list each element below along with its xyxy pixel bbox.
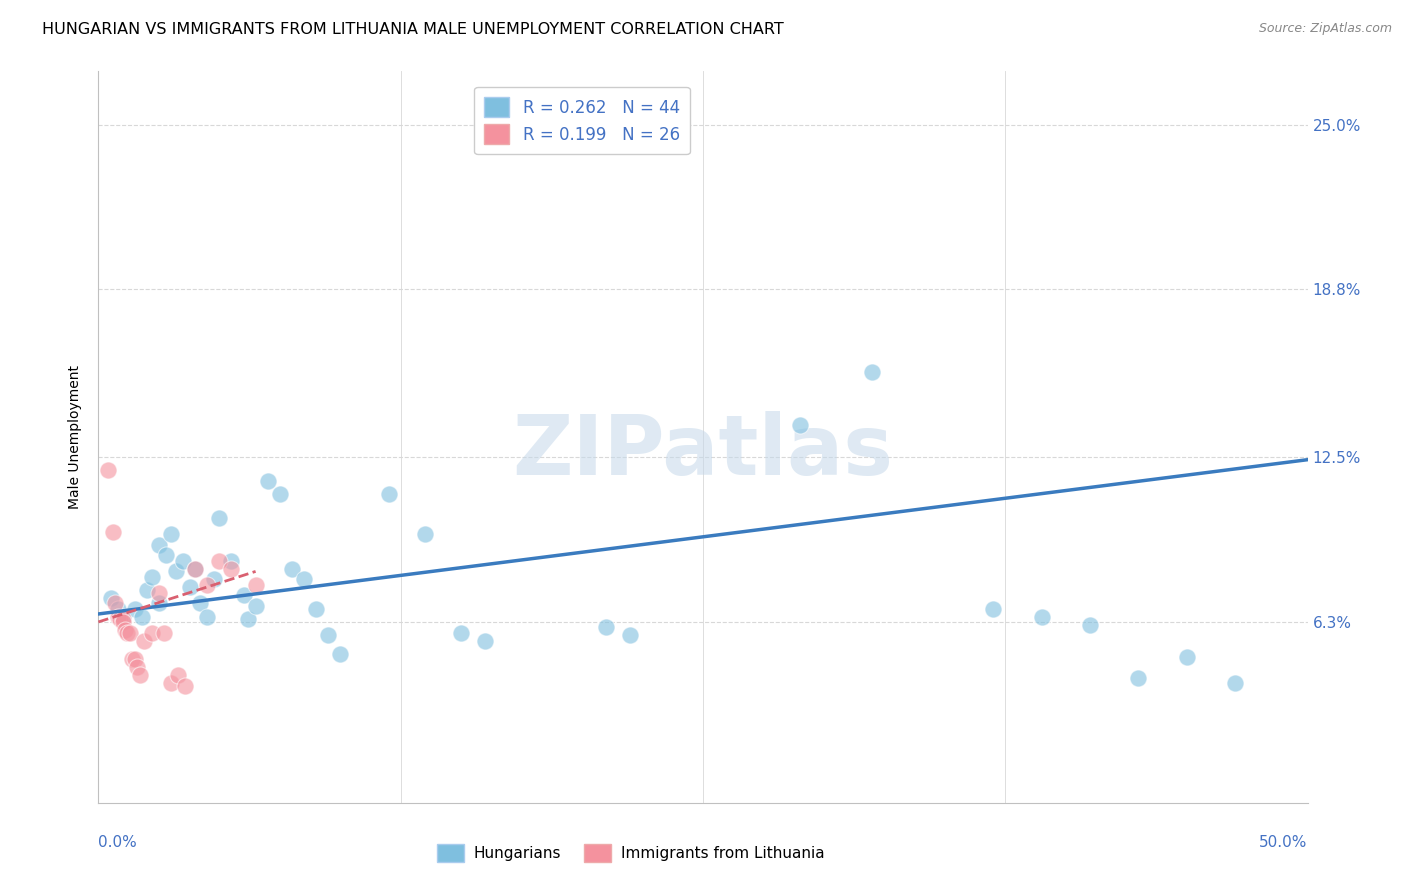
Point [179, 580, 201, 594]
Point [245, 577, 267, 591]
Point [141, 625, 163, 640]
Point [377, 487, 399, 501]
Point [121, 652, 143, 666]
Y-axis label: Male Unemployment: Male Unemployment [69, 365, 83, 509]
Point [619, 628, 641, 642]
Point [128, 668, 150, 682]
Point [245, 599, 267, 613]
Point [188, 596, 211, 610]
Point [316, 628, 339, 642]
Point [208, 554, 231, 568]
Point [329, 647, 352, 661]
Point [160, 527, 183, 541]
Point [107, 601, 129, 615]
Point [100, 591, 122, 605]
Point [413, 527, 436, 541]
Point [860, 365, 883, 379]
Point [114, 623, 136, 637]
Point [195, 577, 218, 591]
Point [292, 573, 315, 587]
Point [1031, 609, 1053, 624]
Point [305, 601, 328, 615]
Point [148, 585, 170, 599]
Point [1223, 676, 1246, 690]
Point [111, 609, 134, 624]
Point [111, 612, 134, 626]
Text: Source: ZipAtlas.com: Source: ZipAtlas.com [1258, 22, 1392, 36]
Point [167, 668, 190, 682]
Point [184, 562, 207, 576]
Point [104, 596, 127, 610]
Point [474, 633, 496, 648]
Point [1128, 671, 1150, 685]
Point [118, 625, 141, 640]
Point [160, 676, 183, 690]
Point [221, 562, 243, 576]
Point [1078, 617, 1101, 632]
Point [195, 609, 218, 624]
Point [172, 554, 194, 568]
Point [148, 596, 170, 610]
Point [107, 609, 129, 624]
Point [269, 487, 291, 501]
Point [127, 660, 149, 674]
Point [981, 601, 1004, 615]
Point [595, 620, 617, 634]
Point [135, 582, 157, 597]
Point [111, 615, 134, 629]
Point [134, 633, 156, 648]
Point [1175, 649, 1198, 664]
Point [117, 625, 139, 640]
Text: HUNGARIAN VS IMMIGRANTS FROM LITHUANIA MALE UNEMPLOYMENT CORRELATION CHART: HUNGARIAN VS IMMIGRANTS FROM LITHUANIA M… [42, 22, 785, 37]
Point [108, 612, 131, 626]
Point [165, 565, 187, 579]
Point [148, 538, 170, 552]
Point [281, 562, 304, 576]
Text: 0.0%: 0.0% [98, 835, 138, 850]
Point [152, 625, 174, 640]
Point [124, 601, 146, 615]
Point [232, 588, 254, 602]
Text: 50.0%: 50.0% [1260, 835, 1308, 850]
Point [256, 474, 278, 488]
Point [155, 549, 177, 563]
Point [450, 625, 472, 640]
Point [141, 570, 163, 584]
Text: ZIPatlas: ZIPatlas [513, 411, 893, 492]
Point [131, 609, 153, 624]
Point [174, 679, 197, 693]
Point [124, 652, 146, 666]
Point [221, 554, 243, 568]
Point [204, 573, 226, 587]
Point [97, 463, 120, 477]
Point [101, 524, 124, 539]
Point [238, 612, 260, 626]
Point [184, 562, 207, 576]
Legend: Hungarians, Immigrants from Lithuania: Hungarians, Immigrants from Lithuania [430, 838, 831, 868]
Point [208, 511, 231, 525]
Point [789, 418, 811, 433]
